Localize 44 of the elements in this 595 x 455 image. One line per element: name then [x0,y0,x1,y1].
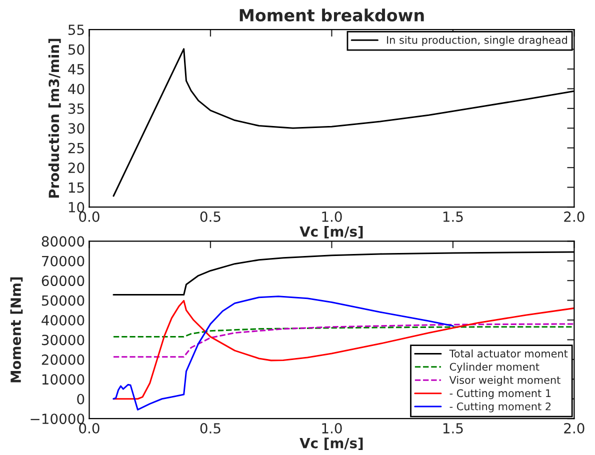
line-series [112,300,574,400]
y-tick-label: 55 [68,24,84,36]
y-tick-label: 10000 [42,374,84,385]
legend-label: - Cutting moment 2 [450,402,550,412]
y-tick-label: 0 [77,394,84,404]
line-series [112,326,574,338]
y-tick-label: −10000 [30,414,84,424]
x-tick-label: 1.5 [443,423,463,434]
chart-title: Moment breakdown [240,8,424,22]
x-tick-label: 2.0 [564,423,584,434]
y-tick-label: 60000 [42,276,84,286]
x-tick-label: 1.0 [322,211,342,222]
y-tick-label: 30000 [42,334,84,346]
legend-label: Visor weight moment [449,376,560,386]
y-tick-label: 35 [68,103,84,114]
x-tick-label: 0.5 [200,423,220,434]
x-axis-title: Vc [m/s] [300,438,363,450]
y-tick-label: 40 [68,84,84,94]
y-tick-label: 50 [68,44,84,55]
x-tick-label: 2.0 [564,211,584,222]
legend-label: In situ production, single draghead [387,36,567,46]
y-tick-label: 50000 [42,295,84,306]
legend-label: - Cutting moment 1 [450,389,551,400]
y-tick-label: 20 [68,162,84,174]
legend-label: Cylinder moment [450,362,540,373]
y-axis-title: Moment [Nm] [10,277,23,382]
x-tick-label: 0.0 [79,211,100,222]
y-tick-label: 15 [68,182,84,193]
y-tick-label: 70000 [42,256,84,266]
y-tick-label: 30 [68,123,84,134]
y-tick-label: 20000 [42,354,84,365]
y-tick-label: 40000 [42,314,84,326]
x-tick-label: 0.5 [200,211,220,222]
x-tick-label: 0.0 [79,423,100,434]
y-tick-label: 45 [68,64,84,74]
y-tick-label: 80000 [42,236,84,247]
y-axis-title: Production [m3/min] [48,38,61,198]
legend-label: Total actuator moment [449,349,568,358]
x-tick-label: 1.5 [443,212,463,222]
line-series [112,323,574,358]
x-tick-label: 1.0 [322,423,342,434]
y-tick-label: 10 [68,202,84,212]
x-axis-title: Vc [m/s] [300,226,363,238]
y-tick-label: 25 [68,142,84,154]
